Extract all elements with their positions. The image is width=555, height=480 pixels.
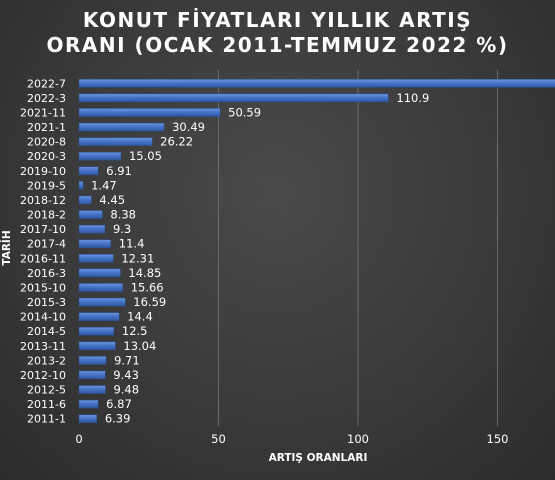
bar: [78, 195, 92, 205]
bar: [78, 297, 126, 307]
bar: [78, 341, 116, 351]
data-label: 16.59: [133, 295, 166, 309]
y-tick-label: 2015-3: [27, 296, 66, 309]
y-axis-title: TARİH: [0, 230, 13, 265]
chart-title-line-2: ORANI (OCAK 2011-TEMMUZ 2022 %): [46, 33, 509, 57]
data-label: 9.3: [113, 222, 131, 236]
y-tick-label: 2014-10: [20, 311, 66, 324]
bar: [78, 370, 106, 380]
bar: [78, 93, 389, 103]
bar: [78, 254, 114, 263]
y-tick-label: 2013-2: [27, 354, 66, 367]
y-tick-label: 2016-11: [20, 252, 66, 265]
y-tick-label: 2020-3: [27, 150, 66, 163]
bar: [78, 181, 84, 190]
y-tick-label: 2021-11: [20, 106, 66, 119]
data-label: 11.4: [119, 237, 145, 251]
bar: [78, 122, 165, 132]
x-tick-label: 0: [75, 432, 82, 446]
y-tick-label: 2013-11: [20, 340, 66, 353]
bar: [78, 312, 120, 321]
x-axis-title: ARTIŞ ORANLARI: [269, 452, 368, 464]
gridlines: [218, 70, 498, 426]
data-label: 14.4: [127, 310, 153, 324]
data-label: 9.48: [113, 383, 139, 397]
bar: [78, 356, 107, 365]
y-tick-label: 2014-5: [27, 325, 66, 338]
y-tick-label: 2020-8: [27, 136, 66, 149]
data-label: 4.45: [99, 193, 125, 207]
data-label: 9.71: [114, 353, 140, 367]
chart-title: KONUT FİYATLARI YILLIK ARTIŞ ORANI (OCAK…: [0, 8, 555, 58]
bar: [78, 224, 106, 234]
y-tick-label: 2017-10: [20, 223, 66, 236]
data-label: 14.85: [128, 266, 161, 280]
y-tick-label: 2016-3: [27, 267, 66, 280]
y-tick-label: 2017-4: [27, 238, 66, 251]
x-axis-tick-labels: 050100150200: [75, 432, 509, 446]
y-tick-label: 2012-5: [27, 384, 66, 397]
y-tick-label: 2012-10: [20, 369, 66, 382]
data-label: 6.87: [106, 397, 132, 411]
x-tick-label: 50: [211, 432, 226, 446]
bar: [78, 283, 123, 292]
y-tick-label: 2011-1: [27, 413, 66, 426]
data-label: 6.91: [106, 164, 132, 178]
y-tick-label: 2018-2: [27, 209, 66, 222]
data-label: 12.5: [122, 324, 148, 338]
bar: [78, 210, 103, 219]
y-tick-label: 2022-7: [27, 77, 66, 90]
chart-title-line-1: KONUT FİYATLARI YILLIK ARTIŞ: [82, 8, 473, 32]
bar: [78, 268, 121, 278]
y-tick-label: 2019-5: [27, 179, 66, 192]
bar: [78, 385, 106, 394]
data-label: 26.22: [160, 135, 193, 149]
data-labels: 173.79110.950.5930.4926.2215.056.911.474…: [91, 91, 429, 426]
y-tick-label: 2022-3: [27, 92, 66, 105]
y-tick-label: 2018-12: [20, 194, 66, 207]
data-label: 50.59: [228, 105, 261, 119]
data-label: 30.49: [172, 120, 205, 134]
data-label: 1.47: [91, 178, 117, 192]
data-label: 12.31: [121, 251, 154, 265]
data-label: 13.04: [123, 339, 156, 353]
bar: [78, 151, 122, 161]
y-tick-label: 2015-10: [20, 281, 66, 294]
y-tick-label: 2021-1: [27, 121, 66, 134]
y-tick-label: 2019-10: [20, 165, 66, 178]
bar: [78, 137, 153, 146]
data-label: 110.9: [396, 91, 429, 105]
bar: [78, 108, 221, 117]
data-label: 9.43: [113, 368, 139, 382]
data-label: 15.05: [129, 149, 162, 163]
bar: [78, 414, 98, 423]
data-label: 6.39: [105, 412, 131, 426]
x-tick-label: 150: [487, 432, 509, 446]
bar: [78, 79, 555, 88]
bars: [78, 79, 555, 423]
bar: [78, 239, 112, 248]
bar: [78, 166, 99, 176]
bar: [78, 399, 99, 409]
data-label: 8.38: [110, 208, 136, 222]
y-tick-label: 2011-6: [27, 398, 66, 411]
x-tick-label: 100: [347, 432, 369, 446]
bar: [78, 326, 115, 336]
data-label: 15.66: [131, 280, 164, 294]
